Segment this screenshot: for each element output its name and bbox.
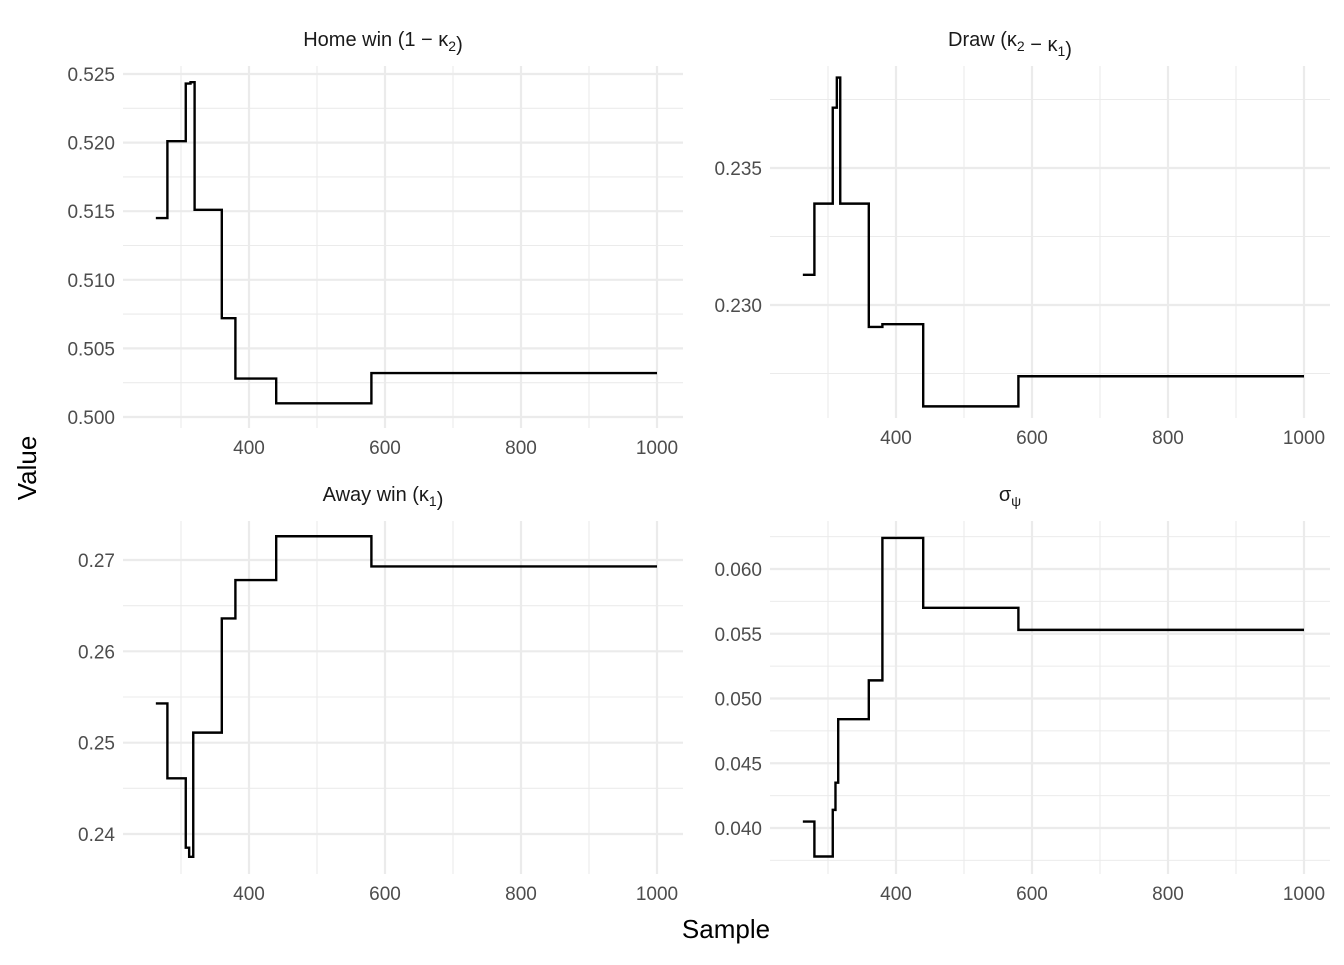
major-gridlines (770, 521, 1330, 874)
x-tick-labels: 400 600 800 1000 (880, 428, 1325, 449)
y-axis-title: Value (12, 436, 42, 501)
major-gridlines (770, 66, 1330, 418)
y-tick-label: 0.505 (67, 339, 115, 360)
x-tick-labels: 400 600 800 1000 (233, 438, 678, 459)
y-tick-label: 0.055 (714, 625, 762, 646)
panel-title: Home win (1 − κ2) (303, 29, 463, 56)
x-tick-label: 400 (233, 884, 265, 905)
panel-title: Away win (κ1) (323, 484, 444, 511)
y-tick-label: 0.520 (67, 134, 115, 155)
minor-gridlines (770, 66, 1330, 418)
y-tick-label: 0.500 (67, 408, 115, 429)
y-tick-label: 0.26 (78, 642, 115, 663)
y-tick-label: 0.515 (67, 202, 115, 223)
y-tick-label: 0.230 (714, 296, 762, 317)
major-gridlines (123, 66, 683, 428)
y-tick-labels: 0.24 0.25 0.26 0.27 (78, 551, 115, 846)
y-tick-label: 0.050 (714, 690, 762, 711)
x-tick-label: 800 (505, 438, 537, 459)
y-tick-label: 0.25 (78, 734, 115, 755)
y-tick-label: 0.27 (78, 551, 115, 572)
x-tick-label: 800 (1152, 884, 1184, 905)
x-tick-label: 600 (369, 884, 401, 905)
x-tick-label: 1000 (1283, 428, 1325, 449)
x-tick-label: 400 (880, 428, 912, 449)
panel-title: Draw (κ2 − κ1) (948, 29, 1072, 61)
x-tick-label: 1000 (636, 884, 678, 905)
x-tick-label: 400 (880, 884, 912, 905)
y-tick-labels: 0.040 0.045 0.050 0.055 0.060 (714, 560, 762, 840)
x-tick-labels: 400 600 800 1000 (233, 884, 678, 905)
minor-gridlines (123, 521, 683, 874)
y-tick-label: 0.510 (67, 271, 115, 292)
step-line-series (802, 76, 1304, 408)
minor-gridlines (123, 66, 683, 428)
panel-away: 400 600 800 1000 0.24 0.25 0.26 0.27 Away win (κ… (78, 484, 683, 905)
x-tick-label: 600 (1016, 884, 1048, 905)
y-tick-label: 0.060 (714, 560, 762, 581)
x-tick-label: 400 (233, 438, 265, 459)
y-tick-label: 0.24 (78, 825, 115, 846)
y-tick-labels: 0.230 0.235 (714, 159, 762, 317)
panel-home: 400 600 800 10000.5000.5050.5100.5150.5200.… (67, 29, 683, 459)
x-tick-label: 600 (1016, 428, 1048, 449)
y-tick-label: 0.235 (714, 159, 762, 180)
x-tick-label: 600 (369, 438, 401, 459)
x-tick-labels: 400 600 800 1000 (880, 884, 1325, 905)
step-line-series (802, 536, 1304, 858)
y-tick-labels: 0.500 0.505 0.510 0.515 0.520 0.525 (67, 65, 115, 429)
x-tick-label: 800 (1152, 428, 1184, 449)
panel-draw: 400 600 800 1000 0.230 0.235 Draw (κ2 − κ1) (714, 29, 1330, 449)
x-axis-title: Sample (682, 914, 770, 944)
x-tick-label: 1000 (636, 438, 678, 459)
panel-title: σψ (999, 484, 1021, 509)
step-line-series (155, 535, 657, 859)
facet-panels: 400 600 800 10000.5000.5050.5100.5150.5200.… (67, 29, 1330, 905)
panel-sigma: 400 600 800 1000 0.040 0.045 0.050 0.055 0.060 σψ (714, 484, 1330, 905)
y-tick-label: 0.040 (714, 819, 762, 840)
y-tick-label: 0.525 (67, 65, 115, 86)
x-tick-label: 1000 (1283, 884, 1325, 905)
step-line-series (155, 81, 657, 405)
x-tick-label: 800 (505, 884, 537, 905)
y-tick-label: 0.045 (714, 754, 762, 775)
